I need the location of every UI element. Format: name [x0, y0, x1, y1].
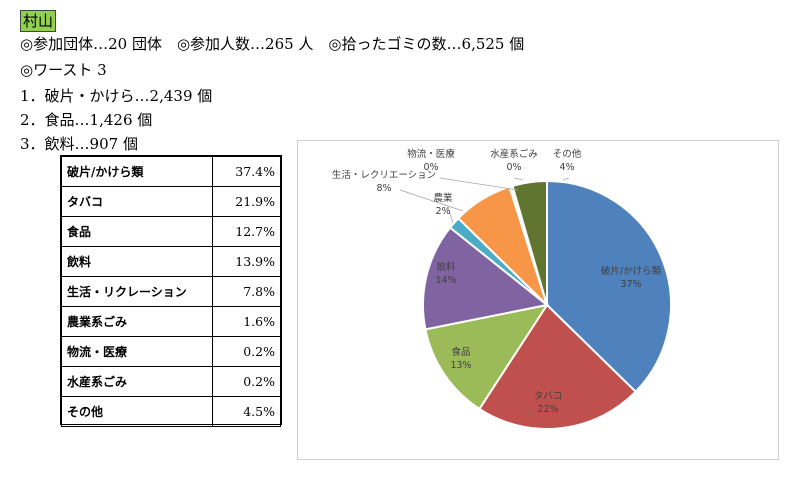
worst-item-1: 1．破片・かけら…2,439 個	[20, 86, 212, 106]
table-row: その他 4.5%	[61, 396, 281, 427]
row-value: 4.5%	[212, 396, 281, 427]
pie-slice	[546, 179, 672, 394]
worst-item-3: 3．飲料…907 個	[20, 134, 138, 154]
leader-line	[562, 177, 570, 181]
worst-rank: 3．	[20, 135, 45, 153]
row-label: 農業系ごみ	[61, 306, 213, 337]
slice-label: タバコ 22%	[534, 391, 563, 415]
leader-line	[513, 177, 524, 181]
pie-slice	[422, 226, 550, 331]
pie-chart-svg: 破片/かけら類 37% タバコ 22% 食品 13% 飲料 14% 農業 2%生活・レクリエーショ…	[332, 148, 672, 430]
worst-rank: 2．	[20, 111, 45, 129]
row-label: 水産系ごみ	[61, 366, 213, 397]
slice-label: 破片/かけら類 37%	[601, 265, 662, 290]
row-label: 飲料	[61, 246, 213, 277]
table-row: 破片/かけら類 37.4%	[61, 156, 281, 187]
table-row: タバコ 21.9%	[61, 186, 281, 217]
pie-chart: 破片/かけら類 37% タバコ 22% 食品 13% 飲料 14% 農業 2% 生活・レクリエーショ…	[297, 140, 779, 460]
slice-label: 物流・医療 0%	[407, 148, 455, 173]
table-row: 食品 12.7%	[61, 216, 281, 247]
row-label: 物流・医療	[61, 336, 213, 367]
worst-text: 破片・かけら…2,439 個	[44, 87, 213, 105]
row-label: その他	[61, 396, 213, 427]
row-value: 1.6%	[212, 306, 281, 337]
leader-line	[439, 177, 519, 191]
slice-label: 食品 13%	[450, 346, 471, 371]
table-row: 水産系ごみ 0.2%	[61, 366, 281, 397]
table-row: 物流・医療 0.2%	[61, 336, 281, 367]
worst-text: 食品…1,426 個	[44, 111, 153, 129]
worst-item-2: 2．食品…1,426 個	[20, 110, 152, 130]
row-label: 破片/かけら類	[61, 156, 213, 187]
location-title: 村山	[20, 10, 57, 32]
pie-slice	[477, 303, 638, 430]
row-label: 生活・リクレーション	[61, 276, 213, 307]
pie-slice	[511, 179, 548, 306]
row-value: 37.4%	[212, 156, 281, 187]
leader-line	[447, 206, 454, 224]
row-label: タバコ	[61, 186, 213, 217]
row-value: 0.2%	[212, 336, 281, 367]
row-value: 0.2%	[212, 366, 281, 397]
table-row: 飲料 13.9%	[61, 246, 281, 277]
row-value: 12.7%	[212, 216, 281, 247]
slice-label: 飲料 14%	[435, 261, 456, 286]
worst-rank: 1．	[20, 87, 45, 105]
row-value: 7.8%	[212, 276, 281, 307]
worst-title: ◎ワースト 3	[20, 61, 107, 79]
slice-label: 農業 2%	[433, 192, 453, 217]
table-row: 生活・リクレーション 7.8%	[61, 276, 281, 307]
worst-text: 飲料…907 個	[44, 135, 138, 153]
table-row: 農業系ごみ 1.6%	[61, 306, 281, 337]
leader-line	[399, 189, 464, 212]
pie-slice	[424, 303, 550, 411]
row-value: 21.9%	[212, 186, 281, 217]
slice-label: 生活・レクリエーション 8%	[332, 169, 436, 194]
slice-label: 水産系ごみ 0%	[490, 148, 538, 173]
summary-line: ◎参加団体…20 団体 ◎参加人数…265 人 ◎拾ったゴミの数…6,525 個	[20, 35, 525, 53]
percentage-table: 破片/かけら類 37.4% タバコ 21.9% 食品 12.7% 飲料 13.9% 生活…	[60, 155, 282, 427]
row-label: 食品	[61, 216, 213, 247]
row-value: 13.9%	[212, 246, 281, 277]
slice-label: その他 4%	[553, 148, 582, 173]
